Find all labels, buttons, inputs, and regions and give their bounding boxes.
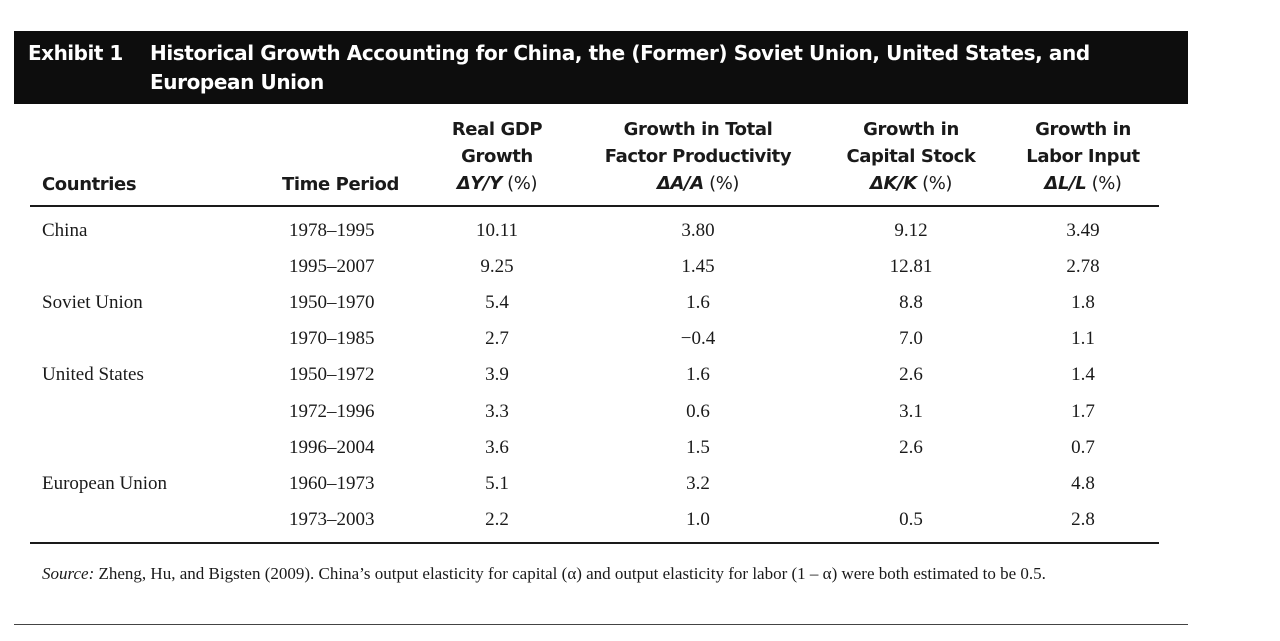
cell-time-period: 1995–2007 [289,256,375,277]
header-labor-line1: Growth in [1035,119,1131,140]
header-labor-line2: Labor Input [1026,146,1140,167]
cell-capital-growth: 7.0 [899,328,923,349]
cell-time-period: 1950–1972 [289,364,375,385]
cell-time-period: 1978–1995 [289,220,375,241]
header-capital-symbol: ΔK/K [869,173,917,194]
cell-labor-growth: 2.8 [1071,509,1095,530]
source-label: Source: [42,564,95,583]
header-labor-line3: ΔL/L (%) [1018,170,1148,197]
header-gdp-line3: ΔY/Y (%) [437,170,557,197]
cell-gdp-growth: 5.4 [485,292,509,313]
exhibit-title-bar: Exhibit 1 Historical Growth Accounting f… [14,31,1188,104]
cell-capital-growth: 3.1 [899,401,923,422]
cell-time-period: 1950–1970 [289,292,375,313]
cell-time-period: 1996–2004 [289,437,375,458]
header-rule [30,205,1159,207]
cell-country: China [42,220,88,241]
cell-labor-growth: 1.7 [1071,401,1095,422]
header-tfp-line2: Factor Productivity [604,146,792,167]
cell-tfp-growth: 1.6 [686,292,710,313]
header-tfp-symbol: ΔA/A [656,173,704,194]
cell-labor-growth: 2.78 [1066,256,1100,277]
cell-labor-growth: 0.7 [1071,437,1095,458]
cell-tfp-growth: 0.6 [686,401,710,422]
cell-tfp-growth: 1.6 [686,364,710,385]
cell-tfp-growth: 1.5 [686,437,710,458]
exhibit-title: Historical Growth Accounting for China, … [150,41,1090,94]
header-gdp-symbol: ΔY/Y [456,173,502,194]
header-capital-line1: Growth in [863,119,959,140]
header-capital: Growth in Capital Stock ΔK/K (%) [836,116,986,197]
cell-capital-growth: 9.12 [894,220,928,241]
cell-time-period: 1970–1985 [289,328,375,349]
cell-gdp-growth: 2.7 [485,328,509,349]
header-labor-symbol: ΔL/L [1044,173,1087,194]
cell-capital-growth: 2.6 [899,364,923,385]
header-gdp: Real GDP Growth ΔY/Y (%) [437,116,557,197]
cell-labor-growth: 3.49 [1066,220,1100,241]
header-gdp-line2: Growth [461,146,533,167]
table-bottom-rule [30,542,1159,544]
cell-labor-growth: 4.8 [1071,473,1095,494]
cell-capital-growth: 2.6 [899,437,923,458]
cell-tfp-growth: 1.45 [681,256,715,277]
header-time-period: Time Period [282,174,399,195]
header-capital-line2: Capital Stock [846,146,976,167]
cell-time-period: 1972–1996 [289,401,375,422]
exhibit-label: Exhibit 1 [28,41,123,65]
header-countries: Countries [42,174,137,195]
header-tfp-line3: ΔA/A (%) [590,170,806,197]
cell-country: Soviet Union [42,292,143,313]
header-tfp-line1: Growth in Total [623,119,773,140]
header-gdp-unit: (%) [501,173,538,194]
cell-country: United States [42,364,144,385]
cell-tfp-growth: 3.2 [686,473,710,494]
cell-gdp-growth: 3.3 [485,401,509,422]
cell-capital-growth: 12.81 [889,256,933,277]
cell-gdp-growth: 2.2 [485,509,509,530]
cell-capital-growth: 8.8 [899,292,923,313]
cell-time-period: 1960–1973 [289,473,375,494]
cell-tfp-growth: −0.4 [680,328,716,349]
cell-labor-growth: 1.1 [1071,328,1095,349]
header-capital-unit: (%) [916,173,953,194]
header-gdp-line1: Real GDP [451,119,543,140]
header-capital-line3: ΔK/K (%) [836,170,986,197]
cell-gdp-growth: 3.6 [485,437,509,458]
source-text: Zheng, Hu, and Bigsten (2009). China’s o… [94,564,1046,583]
cell-time-period: 1973–2003 [289,509,375,530]
cell-labor-growth: 1.4 [1071,364,1095,385]
footer-rule [14,624,1188,625]
header-tfp: Growth in Total Factor Productivity ΔA/A… [590,116,806,197]
cell-gdp-growth: 5.1 [485,473,509,494]
cell-tfp-growth: 3.80 [681,220,715,241]
header-labor: Growth in Labor Input ΔL/L (%) [1018,116,1148,197]
header-labor-unit: (%) [1086,173,1122,194]
cell-tfp-growth: 1.0 [686,509,710,530]
header-tfp-unit: (%) [703,173,740,194]
cell-gdp-growth: 3.9 [485,364,509,385]
cell-country: European Union [42,473,168,494]
source-note: Source: Zheng, Hu, and Bigsten (2009). C… [42,562,1162,585]
cell-gdp-growth: 10.11 [475,220,519,241]
cell-capital-growth: 0.5 [899,509,923,530]
cell-labor-growth: 1.8 [1071,292,1095,313]
cell-gdp-growth: 9.25 [480,256,514,277]
